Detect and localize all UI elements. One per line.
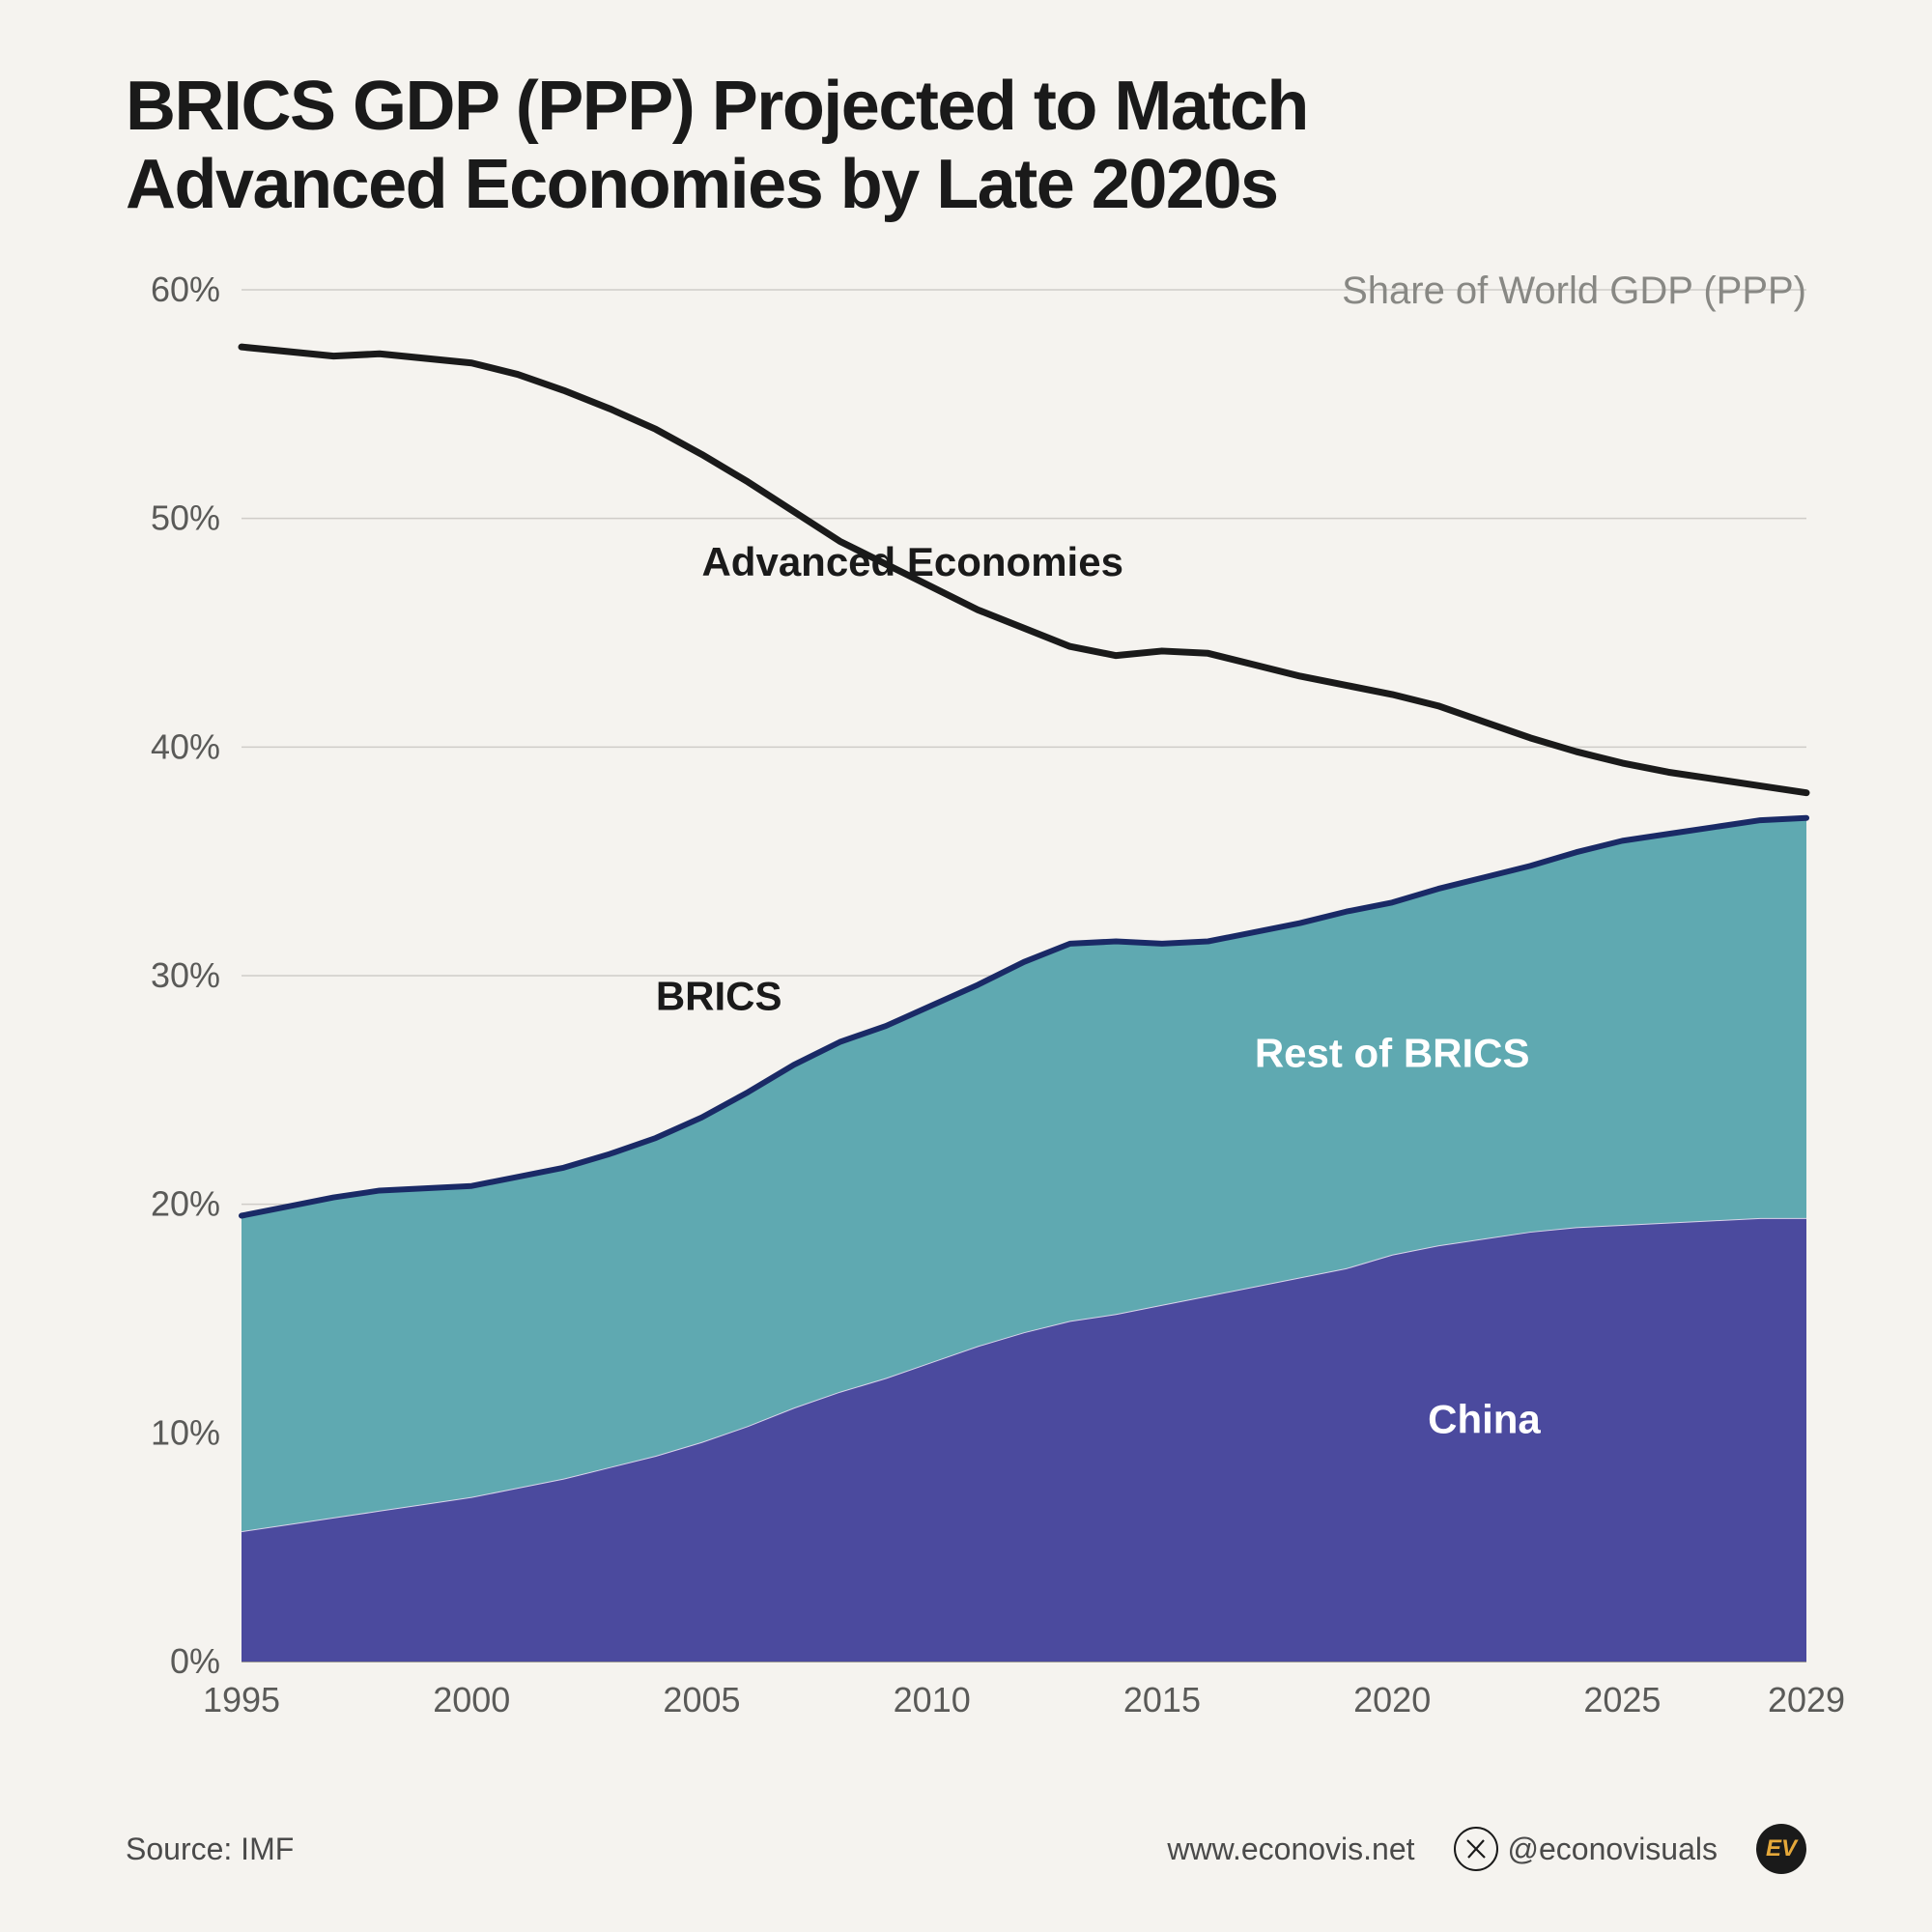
handle-text: @econovisuals: [1508, 1832, 1718, 1867]
footer: Source: IMF www.econovis.net @econovisua…: [126, 1824, 1806, 1874]
chart-subtitle: Share of World GDP (PPP): [1342, 270, 1806, 312]
ev-logo-icon: EV: [1756, 1824, 1806, 1874]
x-tick-label: 2029: [1768, 1680, 1845, 1719]
series-label: Rest of BRICS: [1255, 1031, 1530, 1076]
x-tick-label: 2020: [1353, 1680, 1431, 1719]
y-tick-label: 40%: [151, 726, 220, 766]
series-label: BRICS: [656, 974, 782, 1019]
y-tick-label: 50%: [151, 498, 220, 538]
chart-svg: 0%10%20%30%40%50%60%19952000200520102015…: [242, 290, 1806, 1662]
chart: 0%10%20%30%40%50%60%19952000200520102015…: [126, 290, 1806, 1748]
x-tick-label: 1995: [203, 1680, 280, 1719]
x-tick-label: 2000: [433, 1680, 510, 1719]
plot-area: 0%10%20%30%40%50%60%19952000200520102015…: [242, 290, 1806, 1662]
website-text: www.econovis.net: [1167, 1832, 1414, 1867]
x-tick-label: 2025: [1583, 1680, 1661, 1719]
x-social-icon: [1454, 1827, 1498, 1871]
y-tick-label: 20%: [151, 1184, 220, 1224]
y-tick-label: 10%: [151, 1412, 220, 1452]
y-tick-label: 0%: [170, 1641, 220, 1681]
y-tick-label: 60%: [151, 270, 220, 309]
series-label: China: [1428, 1396, 1541, 1441]
x-tick-label: 2010: [894, 1680, 971, 1719]
chart-title: BRICS GDP (PPP) Projected to Match Advan…: [126, 68, 1308, 223]
series-label: Advanced Economies: [701, 539, 1122, 584]
x-tick-label: 2015: [1123, 1680, 1201, 1719]
x-tick-label: 2005: [663, 1680, 740, 1719]
source-text: Source: IMF: [126, 1832, 294, 1867]
y-tick-label: 30%: [151, 955, 220, 995]
